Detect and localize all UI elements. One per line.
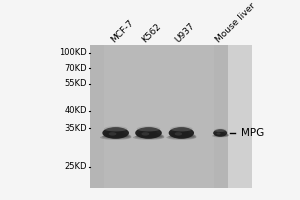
Bar (124, 45, 131, 188)
Ellipse shape (169, 131, 191, 136)
Ellipse shape (217, 132, 220, 135)
Ellipse shape (140, 129, 158, 134)
Ellipse shape (143, 127, 156, 132)
Ellipse shape (217, 130, 226, 133)
Bar (180, 45, 186, 188)
Ellipse shape (213, 129, 227, 137)
Ellipse shape (136, 131, 159, 136)
Ellipse shape (109, 132, 116, 136)
Ellipse shape (170, 133, 195, 138)
Ellipse shape (218, 129, 224, 132)
Ellipse shape (103, 134, 131, 138)
Ellipse shape (170, 131, 190, 135)
Ellipse shape (216, 130, 225, 133)
Bar (90, 45, 228, 188)
Ellipse shape (168, 134, 196, 139)
Ellipse shape (102, 127, 129, 139)
Ellipse shape (213, 132, 225, 135)
Ellipse shape (169, 127, 194, 139)
Ellipse shape (110, 128, 124, 132)
Ellipse shape (176, 127, 188, 132)
Bar (207, 45, 214, 188)
Text: 35KD: 35KD (65, 124, 87, 133)
Ellipse shape (173, 129, 190, 134)
Ellipse shape (102, 134, 131, 139)
Ellipse shape (169, 134, 196, 138)
Text: Mouse liver: Mouse liver (214, 1, 257, 44)
Ellipse shape (175, 128, 190, 133)
Ellipse shape (175, 132, 182, 136)
Bar (111, 45, 118, 188)
Ellipse shape (143, 128, 157, 132)
Ellipse shape (103, 131, 126, 136)
Ellipse shape (104, 131, 125, 135)
Ellipse shape (100, 135, 131, 140)
Text: 40KD: 40KD (65, 106, 87, 115)
Text: 25KD: 25KD (65, 162, 87, 171)
Text: MCF-7: MCF-7 (109, 18, 136, 44)
Ellipse shape (142, 128, 158, 133)
Ellipse shape (133, 135, 164, 140)
Bar (221, 45, 228, 188)
Bar (166, 45, 173, 188)
Ellipse shape (138, 130, 157, 135)
Text: 70KD: 70KD (65, 64, 87, 73)
Ellipse shape (212, 134, 228, 137)
Bar (214, 45, 221, 188)
Ellipse shape (142, 132, 149, 136)
Ellipse shape (104, 126, 128, 131)
Ellipse shape (136, 131, 158, 135)
Ellipse shape (171, 130, 190, 135)
Ellipse shape (214, 133, 228, 136)
Bar (159, 45, 166, 188)
Ellipse shape (167, 135, 196, 140)
Text: 55KD: 55KD (65, 79, 87, 88)
Ellipse shape (214, 131, 224, 134)
Ellipse shape (214, 129, 226, 132)
Ellipse shape (136, 133, 163, 138)
Ellipse shape (103, 133, 130, 138)
Bar (104, 45, 111, 188)
Bar (90, 45, 97, 188)
Ellipse shape (136, 132, 161, 137)
Bar (152, 45, 159, 188)
Ellipse shape (136, 134, 164, 138)
Bar (200, 45, 207, 188)
Text: U937: U937 (173, 21, 197, 44)
Text: 100KD: 100KD (59, 48, 87, 57)
Bar (138, 45, 145, 188)
Bar (186, 45, 193, 188)
Ellipse shape (176, 128, 190, 132)
Bar (193, 45, 200, 188)
Bar (145, 45, 152, 188)
Ellipse shape (110, 127, 123, 132)
Ellipse shape (103, 132, 128, 137)
Ellipse shape (218, 129, 225, 133)
Ellipse shape (109, 128, 125, 133)
Text: K562: K562 (141, 22, 163, 44)
Ellipse shape (214, 134, 229, 137)
Ellipse shape (135, 134, 164, 139)
Bar (97, 45, 104, 188)
Bar (228, 45, 251, 188)
Ellipse shape (170, 126, 193, 131)
Bar (173, 45, 180, 188)
Ellipse shape (213, 131, 224, 134)
Ellipse shape (214, 133, 229, 136)
Ellipse shape (135, 127, 162, 139)
Ellipse shape (107, 129, 124, 134)
Bar (131, 45, 138, 188)
Ellipse shape (169, 132, 193, 137)
Ellipse shape (105, 130, 124, 135)
Ellipse shape (137, 126, 160, 131)
Ellipse shape (214, 132, 226, 135)
Bar (118, 45, 124, 188)
Text: MPG: MPG (241, 128, 264, 138)
